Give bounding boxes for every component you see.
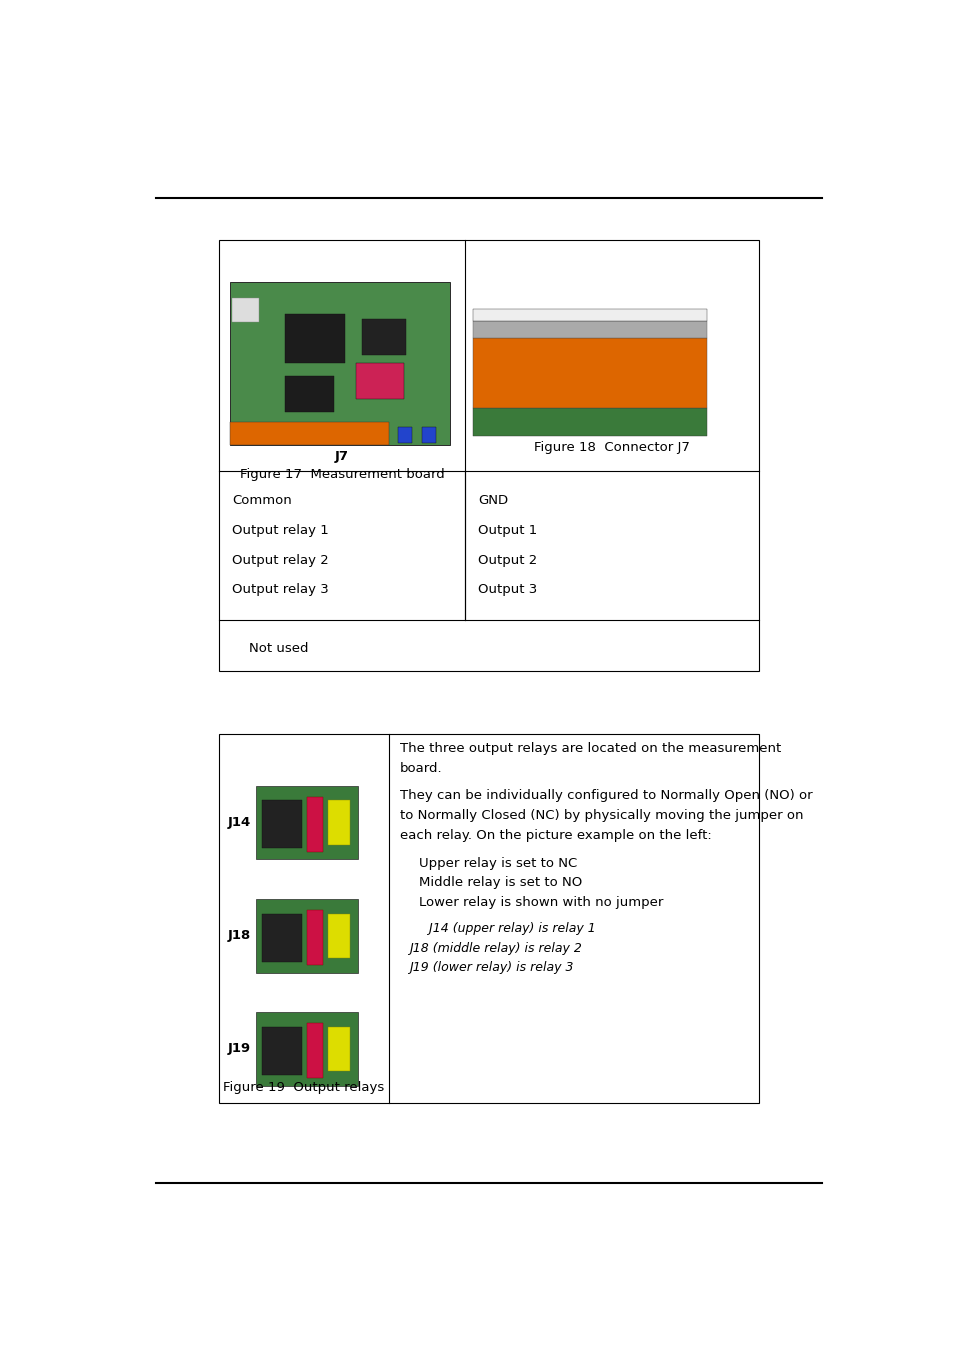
Text: J19: J19	[228, 1042, 251, 1056]
Text: J19 (lower relay) is relay 3: J19 (lower relay) is relay 3	[409, 961, 574, 975]
Bar	[307, 796, 322, 852]
Bar	[256, 786, 358, 860]
Bar	[328, 1027, 350, 1071]
Text: GND: GND	[478, 494, 508, 508]
Text: Lower relay is shown with no jumper: Lower relay is shown with no jumper	[418, 896, 662, 909]
Text: Output 3: Output 3	[478, 583, 537, 597]
Bar	[256, 899, 358, 972]
Bar	[285, 377, 334, 412]
Text: J14: J14	[228, 815, 251, 829]
Bar	[472, 309, 707, 321]
Text: Output relay 2: Output relay 2	[233, 554, 329, 567]
Text: to Normally Closed (NC) by physically moving the jumper on: to Normally Closed (NC) by physically mo…	[399, 809, 802, 822]
Bar	[261, 914, 302, 961]
Bar	[397, 427, 412, 443]
Text: They can be individually configured to Normally Open (NO) or: They can be individually configured to N…	[399, 790, 812, 802]
Text: Upper relay is set to NC: Upper relay is set to NC	[418, 857, 577, 869]
Bar	[362, 319, 406, 355]
Bar	[256, 1012, 358, 1085]
Bar	[219, 240, 758, 671]
Text: Output 2: Output 2	[478, 554, 537, 567]
Text: Common: Common	[233, 494, 292, 508]
Bar	[472, 408, 707, 436]
Text: J18 (middle relay) is relay 2: J18 (middle relay) is relay 2	[409, 941, 581, 954]
Text: Output relay 1: Output relay 1	[233, 524, 329, 537]
Bar	[307, 910, 322, 965]
Bar	[261, 1027, 302, 1075]
Text: The three output relays are located on the measurement: The three output relays are located on t…	[399, 743, 781, 755]
Text: Figure 19  Output relays: Figure 19 Output relays	[223, 1081, 384, 1095]
Bar	[219, 734, 758, 1103]
Text: Middle relay is set to NO: Middle relay is set to NO	[418, 876, 581, 890]
Text: Output 1: Output 1	[478, 524, 537, 537]
Bar	[355, 363, 404, 400]
Text: each relay. On the picture example on the left:: each relay. On the picture example on th…	[399, 829, 711, 842]
Text: J7: J7	[335, 451, 349, 463]
Bar	[472, 321, 707, 339]
Bar	[472, 339, 707, 408]
Text: Figure 17  Measurement board: Figure 17 Measurement board	[239, 467, 444, 481]
Bar	[285, 315, 344, 363]
Text: Figure 18  Connector J7: Figure 18 Connector J7	[534, 441, 689, 454]
Text: Not used: Not used	[249, 641, 308, 655]
Text: J18: J18	[228, 929, 251, 942]
Bar	[421, 427, 436, 443]
Text: Output relay 3: Output relay 3	[233, 583, 329, 597]
Bar	[328, 914, 350, 958]
Bar	[233, 298, 258, 323]
Bar	[261, 801, 302, 848]
Bar	[230, 282, 450, 444]
Text: J14 (upper relay) is relay 1: J14 (upper relay) is relay 1	[409, 922, 596, 934]
Bar	[328, 801, 350, 845]
Bar	[307, 1023, 322, 1079]
Text: board.: board.	[399, 761, 442, 775]
Bar	[230, 423, 388, 444]
